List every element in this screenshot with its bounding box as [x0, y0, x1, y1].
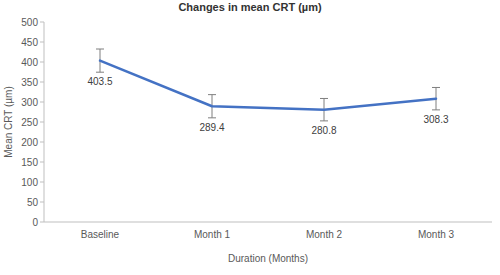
title: Changes in mean CRT (µm): [178, 1, 322, 13]
chart: Changes in mean CRT (µm) 0 50 100 150 200 250 3…: [0, 0, 500, 275]
y-tick: [40, 162, 44, 163]
data-label: 289.4: [199, 122, 224, 133]
y-tick: [40, 82, 44, 83]
y-axis-label: Mean CRT (µm): [3, 86, 14, 158]
y-tick-label: 0: [32, 217, 38, 228]
x-axis: [44, 222, 492, 223]
x-tick-label: Month 1: [194, 229, 231, 240]
x-tick-label: Month 3: [418, 229, 455, 240]
error-bar-cap: [208, 94, 216, 95]
y-tick-label: 300: [21, 97, 38, 108]
error-bar-cap: [96, 49, 104, 50]
error-bar-cap: [208, 117, 216, 118]
x-tick-label: Month 2: [306, 229, 343, 240]
y-tick: [40, 182, 44, 183]
y-tick: [40, 42, 44, 43]
y-tick-label: 350: [21, 77, 38, 88]
plot-data: [96, 49, 440, 121]
y-tick-label: 150: [21, 157, 38, 168]
data-label: 403.5: [87, 76, 112, 87]
data-label: 280.8: [311, 125, 336, 136]
y-tick-label: 500: [21, 17, 38, 28]
error-bar-cap: [432, 87, 440, 88]
y-tick-label: 100: [21, 177, 38, 188]
error-bar-cap: [320, 98, 328, 99]
y-tick: [40, 22, 44, 23]
error-bar-cap: [320, 120, 328, 121]
x-axis-label: Duration (Months): [228, 253, 308, 264]
y-tick-label: 200: [21, 137, 38, 148]
error-bar-cap: [96, 72, 104, 73]
y-tick: [40, 142, 44, 143]
x-tick-label: Baseline: [81, 229, 120, 240]
error-bar-cap: [432, 109, 440, 110]
y-tick-label: 250: [21, 117, 38, 128]
line: [100, 61, 436, 110]
y-tick: [40, 222, 44, 223]
data-label: 308.3: [423, 114, 448, 125]
y-tick: [40, 202, 44, 203]
y-tick: [40, 62, 44, 63]
y-tick-label: 400: [21, 57, 38, 68]
y-tick-label: 450: [21, 37, 38, 48]
y-tick: [40, 122, 44, 123]
y-tick: [40, 102, 44, 103]
y-tick-label: 50: [27, 197, 39, 208]
